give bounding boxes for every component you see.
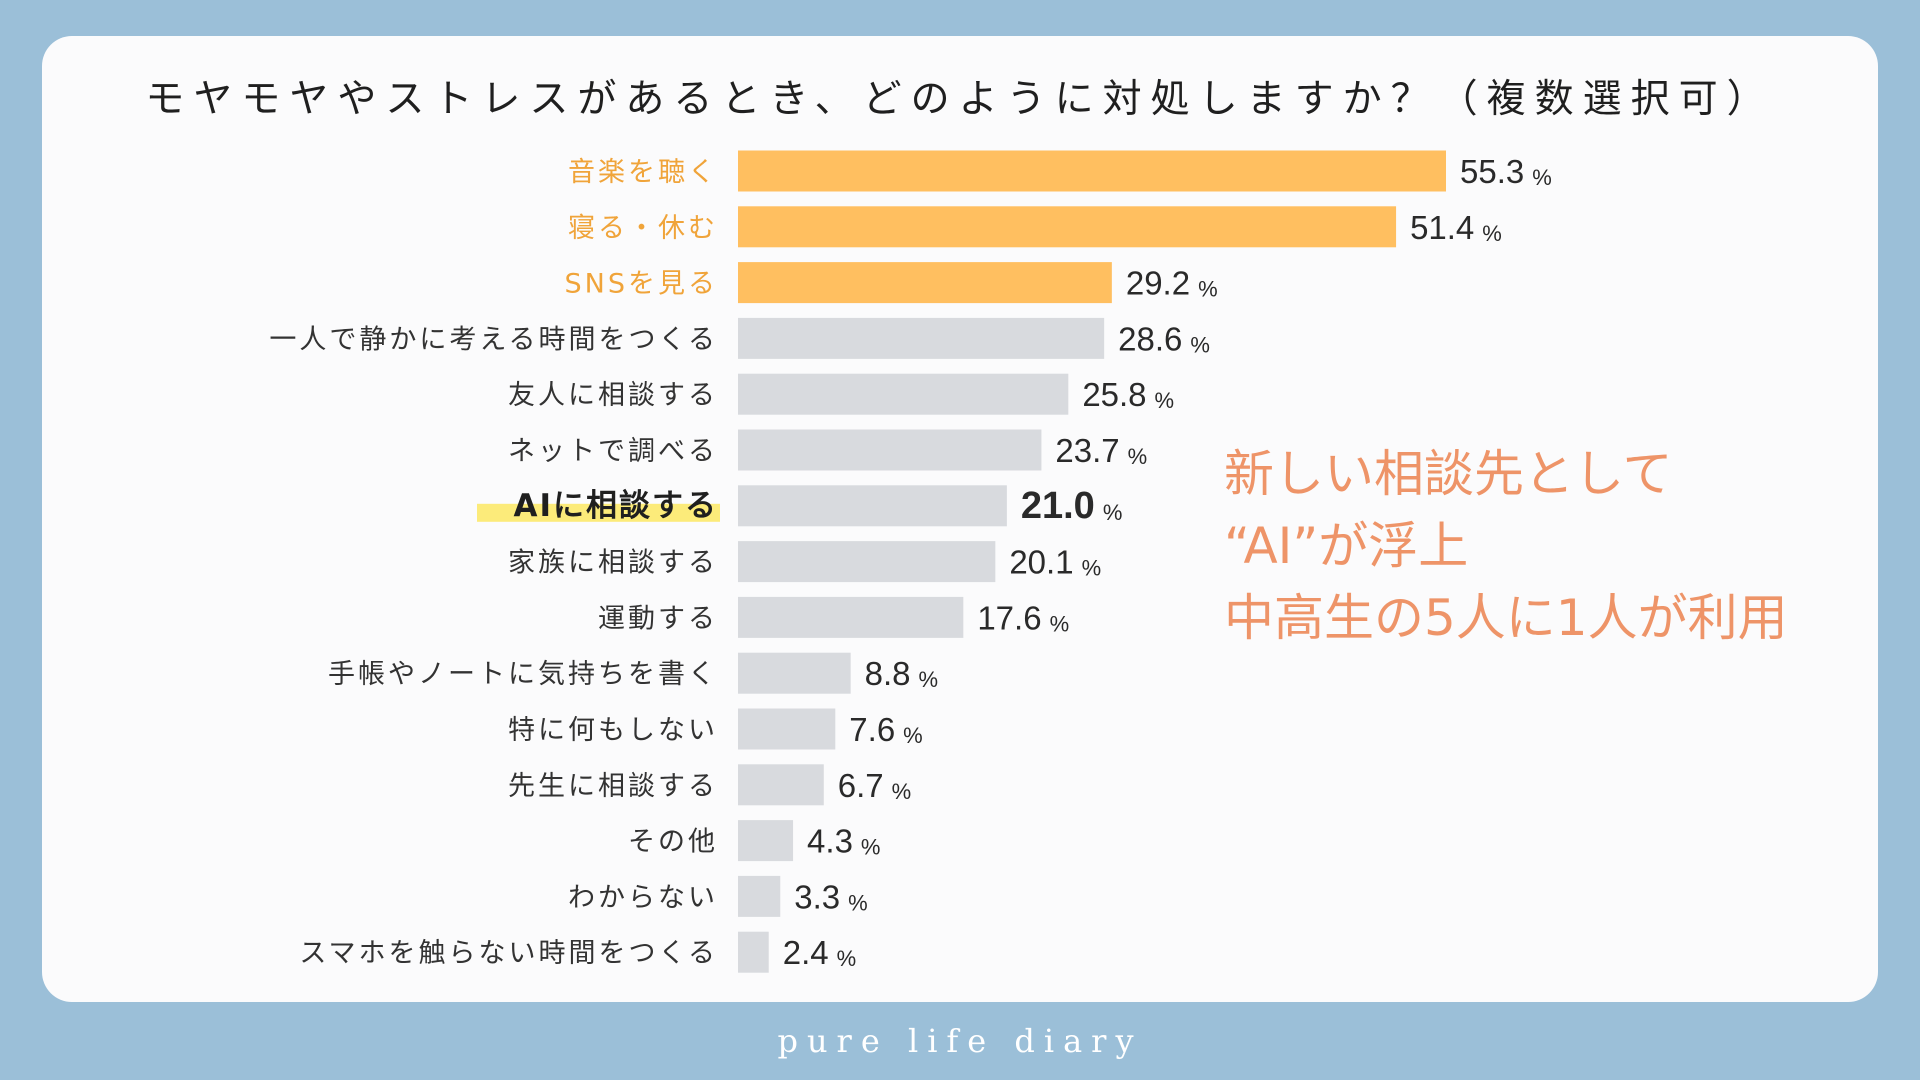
category-label: ネットで調べる: [508, 436, 718, 467]
bar: [738, 150, 1446, 192]
percent-unit: %: [1155, 388, 1175, 413]
value-label: 2.4: [783, 934, 829, 971]
value-label: 21.0: [1021, 485, 1095, 527]
category-label: 特に何もしない: [508, 715, 718, 746]
value-label: 17.6: [977, 599, 1041, 636]
bar: [738, 317, 1105, 359]
value-label: 51.4: [1410, 209, 1474, 246]
category-label: AIに相談する: [513, 488, 718, 524]
category-label: 一人で静かに考える時間をつくる: [269, 324, 718, 355]
value-label: 28.6: [1118, 320, 1182, 357]
percent-unit: %: [1103, 500, 1123, 525]
bar: [738, 373, 1069, 415]
value-label: 29.2: [1126, 265, 1190, 302]
value-label: 7.6: [849, 711, 895, 748]
bar: [738, 485, 1007, 527]
percent-unit: %: [892, 779, 912, 804]
value-label: 25.8: [1082, 376, 1146, 413]
category-label: 友人に相談する: [508, 380, 718, 411]
chart-title: モヤモヤやストレスがあるとき、どのように対処しますか？（複数選択可）: [145, 77, 1775, 122]
category-label: その他: [628, 827, 718, 858]
callout-line-1: 新しい相談先として: [1224, 445, 1673, 503]
callout-line-3: 中高生の5人に1人が利用: [1224, 589, 1788, 647]
category-label: わからない: [568, 882, 718, 913]
percent-unit: %: [1128, 444, 1148, 469]
category-label: SNSを見る: [565, 269, 718, 300]
category-label: 寝る・休む: [568, 213, 718, 244]
percent-unit: %: [903, 723, 923, 748]
percent-unit: %: [1482, 221, 1502, 246]
percent-unit: %: [1198, 277, 1218, 302]
percent-unit: %: [848, 890, 868, 915]
percent-unit: %: [837, 946, 857, 971]
callout-text: 新しい相談先として “AI”が浮上 中高生の5人に1人が利用: [1224, 438, 1788, 654]
bar: [738, 262, 1112, 304]
bar: [738, 708, 836, 750]
category-label: 運動する: [598, 603, 718, 634]
bar: [738, 875, 781, 917]
value-label: 6.7: [838, 767, 884, 804]
percent-unit: %: [861, 835, 881, 860]
value-label: 4.3: [807, 823, 853, 860]
bar: [738, 429, 1042, 471]
label-highlight-marker: [477, 503, 720, 522]
bar: [738, 820, 794, 862]
bar: [738, 541, 996, 583]
category-label: 手帳やノートに気持ちを書く: [328, 659, 718, 690]
value-label: 3.3: [794, 878, 840, 915]
value-label: 20.1: [1009, 544, 1073, 581]
value-label: 8.8: [865, 655, 911, 692]
bar: [738, 652, 851, 694]
bar: [738, 764, 824, 806]
callout-line-2: “AI”が浮上: [1224, 517, 1469, 575]
value-label: 55.3: [1460, 153, 1524, 190]
category-label: 家族に相談する: [508, 548, 718, 579]
category-label: スマホを触らない時間をつくる: [299, 938, 718, 969]
percent-unit: %: [1050, 611, 1070, 636]
bar: [738, 596, 964, 638]
category-label: 先生に相談する: [508, 771, 718, 802]
percent-unit: %: [1190, 332, 1210, 357]
category-label: 音楽を聴く: [568, 157, 718, 188]
percent-unit: %: [919, 667, 939, 692]
bar: [738, 931, 769, 973]
brand-footer: pure life diary: [777, 1022, 1143, 1060]
percent-unit: %: [1532, 165, 1552, 190]
value-label: 23.7: [1055, 432, 1119, 469]
percent-unit: %: [1082, 556, 1102, 581]
bar: [738, 206, 1397, 248]
